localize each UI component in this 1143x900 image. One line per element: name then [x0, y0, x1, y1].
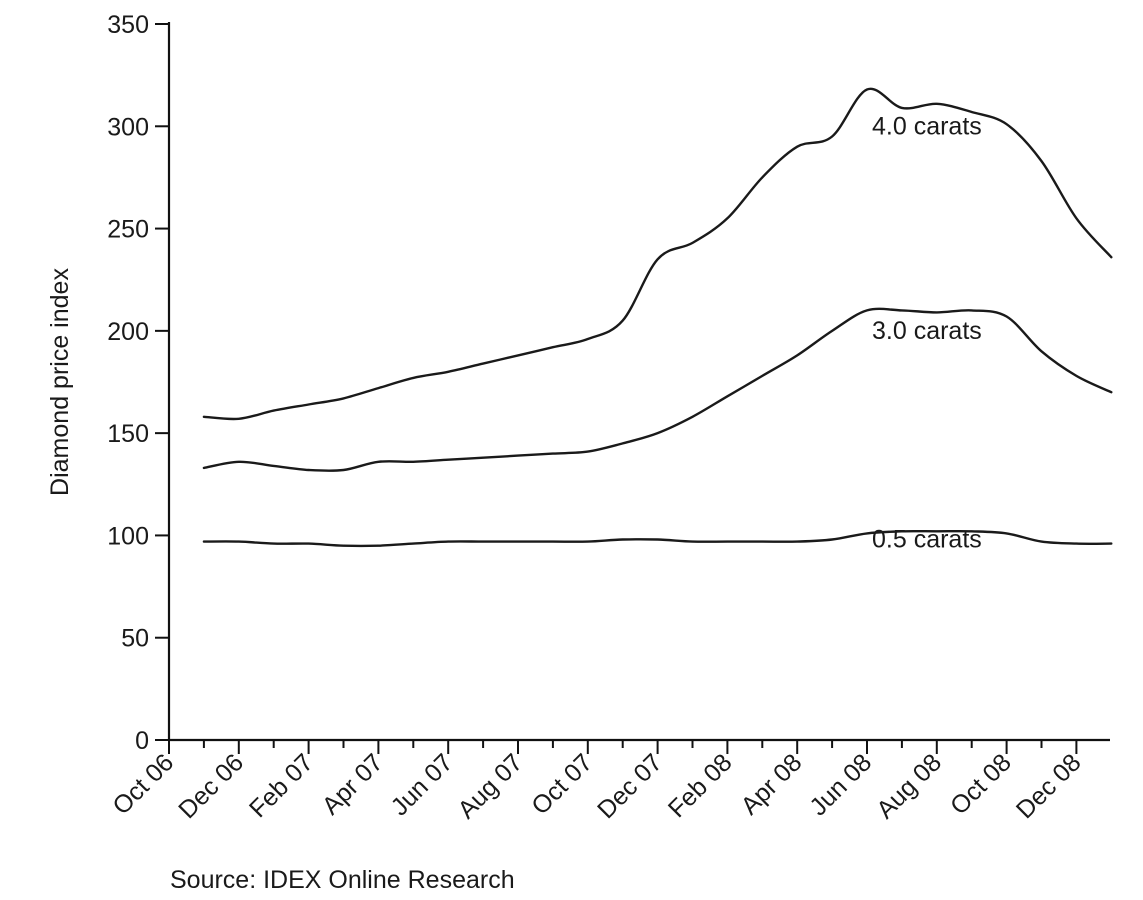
series-label: 3.0 carats	[872, 317, 982, 345]
x-tick-label: Feb 07	[244, 748, 319, 823]
series-label: 0.5 carats	[872, 526, 982, 554]
y-tick-label: 0	[135, 727, 149, 755]
series-labels: 4.0 carats 3.0 carats 0.5 carats	[872, 112, 982, 553]
y-axis-title: Diamond price index	[46, 268, 74, 496]
series-label: 4.0 carats	[872, 112, 982, 140]
x-tick-label: Jun 07	[386, 748, 459, 821]
y-tick-label: 100	[107, 522, 149, 550]
y-tick-label: 350	[107, 11, 149, 39]
series-lines	[202, 87, 1113, 548]
x-tick-label: Dec 07	[592, 748, 668, 824]
series-line-3	[202, 529, 1113, 548]
y-tick-label: 250	[107, 216, 149, 244]
x-tick-label: Jun 08	[804, 748, 877, 821]
x-tick-label: Aug 08	[871, 748, 947, 824]
x-tick-label: Oct 07	[526, 748, 598, 820]
y-tick-label: 50	[121, 625, 149, 653]
source-note: Source: IDEX Online Research	[170, 866, 515, 894]
x-tick-label: Oct 08	[945, 748, 1017, 820]
y-tick-label: 150	[107, 420, 149, 448]
series-line-1	[202, 87, 1113, 421]
x-tick-label: Dec 06	[173, 748, 249, 824]
x-tick-label: Oct 06	[107, 748, 179, 820]
y-axis-ticks: 0 50 100 150 200 250 300 350	[107, 11, 169, 755]
x-tick-label: Apr 08	[736, 748, 808, 820]
x-tick-label: Feb 08	[663, 748, 738, 823]
y-tick-label: 300	[107, 113, 149, 141]
x-tick-label: Apr 07	[317, 748, 389, 820]
x-tick-label: Aug 07	[452, 748, 528, 824]
series-line-2	[202, 307, 1113, 472]
y-tick-label: 200	[107, 318, 149, 346]
x-tick-label: Dec 08	[1011, 748, 1087, 824]
